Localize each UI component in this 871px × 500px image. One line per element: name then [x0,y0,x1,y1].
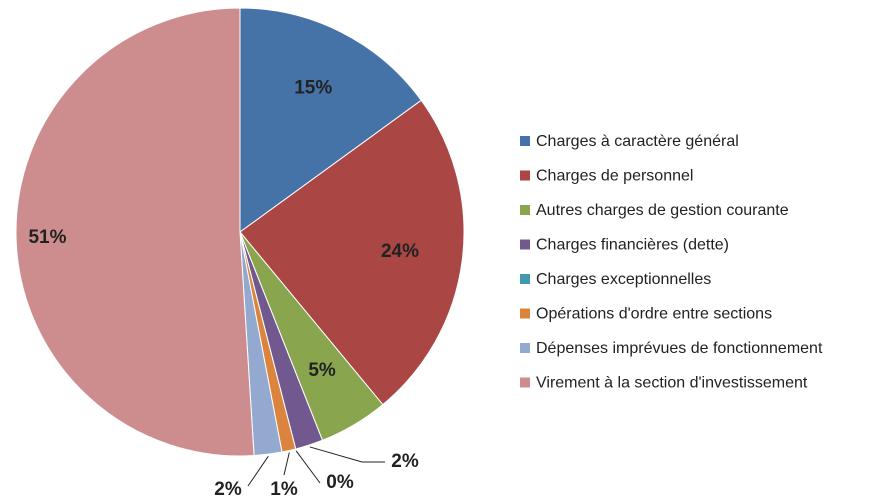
data-label: 2% [214,479,242,500]
data-label: 24% [381,241,419,262]
legend-swatch [520,136,530,146]
legend-label: Opérations d'ordre entre sections [536,306,772,323]
data-label: 5% [308,360,336,381]
legend-label: Charges de personnel [536,168,693,185]
legend-swatch [520,308,530,319]
legend-swatch [520,343,530,353]
data-label: 0% [326,472,354,493]
leader-line [247,455,269,487]
leader-line [309,446,385,463]
legend-swatch [520,170,530,181]
legend-label: Charges à caractère général [536,133,739,150]
pie-slice [239,7,422,233]
legend-label: Virement à la section d'investissement [536,375,808,392]
data-label: 51% [28,227,66,248]
legend-label: Charges financières (dette) [536,237,729,254]
data-label: 1% [270,479,298,500]
legend-label: Autres charges de gestion courante [536,202,789,219]
pie-slice [239,99,465,406]
legend-swatch [520,377,530,388]
leader-line [295,450,321,484]
data-label: 15% [294,77,332,98]
legend-label: Charges exceptionnelles [536,271,711,288]
legend-swatch [520,205,530,215]
legend-swatch [520,274,530,284]
data-label: 2% [391,451,419,472]
legend-swatch [520,239,530,250]
leader-line [283,452,290,476]
legend-label: Dépenses imprévues de fonctionnement [536,340,823,357]
pie-slice [15,7,255,457]
